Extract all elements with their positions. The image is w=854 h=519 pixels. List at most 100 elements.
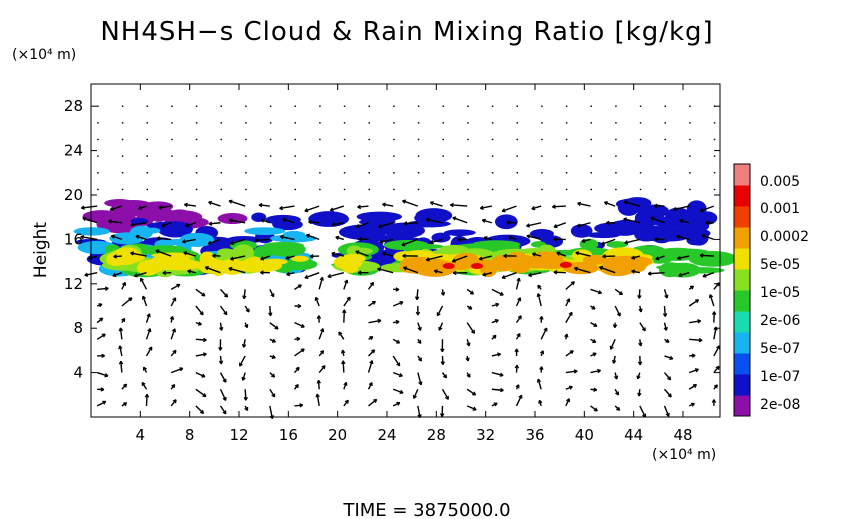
y-tick-label: 8 bbox=[73, 319, 83, 337]
wind-vector bbox=[230, 238, 246, 245]
wind-arrowhead bbox=[331, 222, 336, 227]
wind-vector bbox=[688, 368, 699, 374]
wind-arrowhead bbox=[184, 202, 188, 208]
wind-vector bbox=[81, 205, 98, 209]
wind-arrowhead bbox=[282, 217, 287, 223]
wind-arrowhead bbox=[517, 297, 522, 302]
field-patch bbox=[272, 218, 303, 231]
wind-arrowhead bbox=[109, 207, 114, 212]
wind-arrowhead bbox=[436, 312, 441, 317]
wind-vector bbox=[392, 355, 401, 367]
wind-arrowhead bbox=[566, 298, 571, 303]
wind-vector bbox=[639, 322, 646, 332]
wind-vector bbox=[379, 238, 394, 243]
field-patch bbox=[616, 219, 632, 233]
wind-arrowhead bbox=[344, 399, 349, 404]
wind-vector bbox=[335, 236, 345, 241]
wind-arrowhead bbox=[402, 253, 406, 259]
colorbar-band bbox=[734, 206, 750, 228]
wind-vector bbox=[228, 267, 246, 274]
wind-vector bbox=[185, 222, 197, 227]
field-patch bbox=[157, 221, 193, 238]
wind-arrowhead bbox=[321, 365, 326, 370]
wind-arrowhead bbox=[697, 319, 702, 324]
wind-arrowhead bbox=[319, 276, 324, 281]
field-patch bbox=[443, 229, 476, 236]
wind-vector bbox=[357, 205, 369, 208]
wind-vector bbox=[537, 378, 542, 390]
wind-arrowhead bbox=[641, 327, 646, 332]
x-tick-label: 40 bbox=[575, 426, 594, 444]
wind-arrowhead bbox=[371, 349, 376, 354]
wind-arrowhead bbox=[271, 373, 276, 378]
wind-vector bbox=[318, 365, 326, 374]
wind-arrowhead bbox=[539, 366, 544, 371]
wind-vector bbox=[631, 255, 641, 260]
field-core bbox=[559, 261, 572, 268]
wind-vector bbox=[282, 218, 295, 224]
field-patch bbox=[111, 200, 156, 217]
wind-arrowhead bbox=[677, 255, 682, 261]
wind-arrowhead bbox=[128, 297, 133, 302]
field-patch bbox=[263, 241, 304, 249]
x-axis: 4 8 12 16 20 24 28 32 36 40 44 48 bbox=[136, 84, 693, 444]
wind-arrowhead bbox=[297, 303, 302, 309]
wind-arrowhead bbox=[172, 399, 177, 404]
wind-vector bbox=[553, 271, 566, 274]
wind-arrowhead bbox=[466, 373, 471, 378]
wind-arrowhead bbox=[663, 326, 668, 331]
wind-vector bbox=[401, 238, 419, 246]
wind-arrowhead bbox=[403, 266, 408, 271]
x-tick-label: 32 bbox=[476, 426, 495, 444]
field-patch bbox=[606, 241, 628, 249]
field-patch bbox=[291, 255, 309, 262]
wind-arrowhead bbox=[270, 293, 275, 298]
wind-arrowhead bbox=[228, 266, 233, 272]
wind-vector bbox=[96, 371, 109, 377]
wind-arrowhead bbox=[662, 313, 668, 317]
wind-arrowhead bbox=[197, 321, 202, 326]
wind-vector bbox=[623, 218, 640, 224]
wind-vector bbox=[702, 272, 715, 278]
wind-vector bbox=[537, 293, 542, 307]
wind-arrowhead bbox=[169, 316, 175, 320]
wind-arrowhead bbox=[552, 204, 556, 209]
wind-vector bbox=[208, 222, 221, 225]
wind-arrowhead bbox=[369, 360, 374, 365]
wind-vector bbox=[108, 220, 122, 224]
wind-arrowhead bbox=[108, 219, 112, 224]
x-tick-label: 28 bbox=[427, 426, 446, 444]
wind-arrowhead bbox=[260, 256, 265, 261]
wind-vector bbox=[540, 327, 548, 340]
wind-vector bbox=[184, 203, 196, 207]
colorbar-label: 2e-08 bbox=[760, 397, 800, 413]
wind-vector bbox=[228, 200, 246, 207]
wind-arrowhead bbox=[613, 375, 619, 380]
wind-arrowhead bbox=[305, 233, 310, 238]
wind-arrowhead bbox=[378, 224, 383, 229]
wind-arrowhead bbox=[369, 336, 374, 341]
colorbar-band bbox=[734, 269, 750, 291]
wind-arrowhead bbox=[592, 352, 597, 357]
wind-arrowhead bbox=[599, 265, 604, 271]
wind-vector bbox=[269, 388, 276, 398]
wind-arrowhead bbox=[665, 338, 670, 343]
wind-vector bbox=[368, 398, 378, 407]
wind-arrowhead bbox=[517, 315, 522, 320]
wind-arrowhead bbox=[440, 361, 445, 366]
wind-vector bbox=[195, 388, 207, 398]
wind-arrowhead bbox=[616, 312, 621, 317]
wind-vector bbox=[342, 360, 345, 373]
wind-vector bbox=[96, 333, 106, 340]
wind-arrowhead bbox=[499, 372, 504, 377]
wind-arrowhead bbox=[228, 199, 233, 204]
wind-vector bbox=[82, 217, 98, 224]
wind-vector bbox=[392, 301, 404, 307]
wind-vector bbox=[430, 238, 443, 244]
wind-vector bbox=[688, 299, 699, 307]
wind-arrowhead bbox=[222, 378, 227, 383]
wind-vector bbox=[242, 372, 246, 381]
wind-vector bbox=[604, 201, 616, 207]
colorbar-band bbox=[734, 374, 750, 396]
wind-arrowhead bbox=[399, 389, 404, 394]
